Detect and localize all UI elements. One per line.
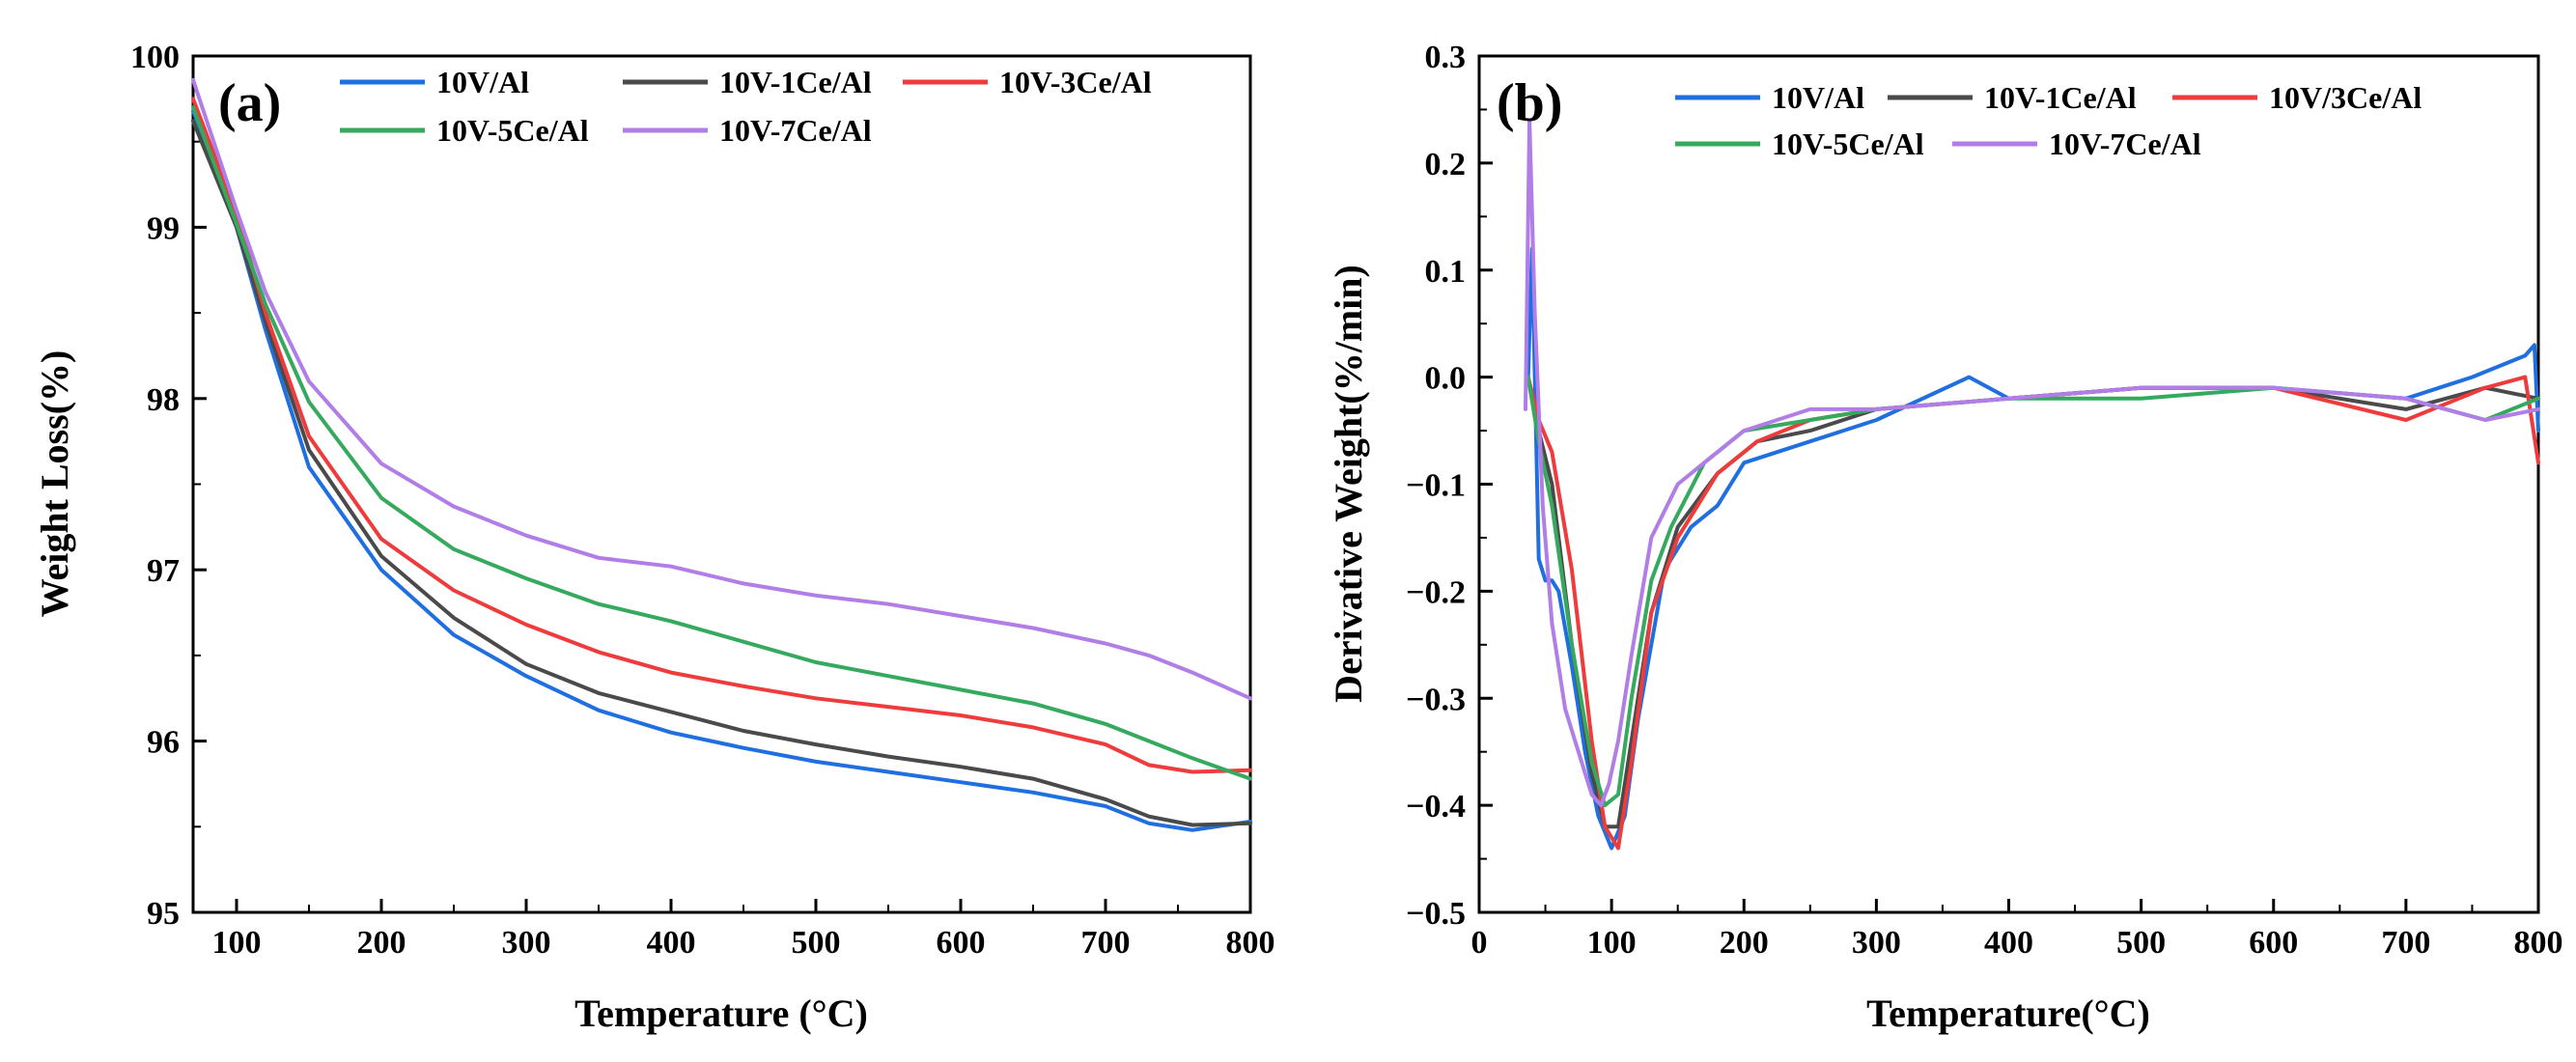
- panel-b-y-tick-label: 0.2: [1425, 147, 1467, 182]
- panel-a-legend-label-10v-3ce-al: 10V-3Ce/Al: [999, 65, 1152, 99]
- panel-b-y-tick-label: −0.5: [1406, 896, 1466, 932]
- panel-a-legend-label-10v-5ce-al: 10V-5Ce/Al: [436, 113, 589, 148]
- panel-a-series-line-10v-5ce-al: [191, 105, 1252, 781]
- panel-b-x-tick-label: 500: [2116, 925, 2166, 961]
- panel-b-series-line-10v-1ce-al: [1526, 375, 2540, 829]
- panel-a-x-tick-label: 700: [1081, 925, 1131, 961]
- panel-b-x-tick-label: 800: [2514, 925, 2563, 961]
- panel-b-y-tick-label: 0.0: [1425, 361, 1467, 397]
- panel-b-legend-label-10v-7ce-al: 10V-7Ce/Al: [2049, 126, 2201, 161]
- panel-a-label: (a): [218, 73, 281, 133]
- panel-b-legend: 10V/Al 10V-1Ce/Al 10V/3Ce/Al 10V-5Ce/Al 10V-…: [1675, 80, 2422, 161]
- panel-b-x-tick-label: 400: [1984, 925, 2033, 961]
- panel-b-x-tick-label: 700: [2381, 925, 2430, 961]
- panel-a-y-tick-label: 100: [130, 40, 180, 75]
- panel-b-y-axis-title: Derivative Weight(%/min): [1327, 265, 1370, 703]
- panel-b-y-tick-label: 0.3: [1425, 40, 1467, 75]
- panel-a-x-tick-label: 500: [792, 925, 841, 961]
- panel-b-series-line-10v-al: [1526, 246, 2540, 851]
- panel-b-series-line-10v-7ce-al: [1524, 118, 2540, 808]
- panel-a-y-axis-title: Weight Loss(%): [33, 350, 76, 618]
- panel-b-x-tick-label: 100: [1587, 925, 1637, 961]
- panel-b-series-line-10v-3ce-al: [1526, 375, 2540, 851]
- panel-b-plot-frame: [1477, 54, 2540, 914]
- panel-b-y-tick-label: 0.1: [1425, 254, 1467, 290]
- panel-a-plot-frame: [191, 54, 1252, 914]
- panel-a-y-tick-label: 98: [147, 382, 180, 418]
- panel-a-weight-loss-chart: 100 200 300 400 500 600 700 800 95 96 97 98 99 100 (a…: [33, 40, 1275, 1035]
- panel-b-y-tick-label: −0.4: [1406, 789, 1466, 824]
- panel-b-x-tick-label: 200: [1720, 925, 1769, 961]
- panel-b-series: [1524, 118, 2540, 851]
- panel-a-series-line-10v-7ce-al: [191, 77, 1252, 701]
- panel-b-x-tick-label: 600: [2249, 925, 2298, 961]
- panel-b-legend-label-10v-1ce-al: 10V-1Ce/Al: [1984, 80, 2137, 115]
- panel-a-x-tick-label: 400: [647, 925, 696, 961]
- panel-a-x-tick-label: 800: [1226, 925, 1275, 961]
- panel-b-y-tick-label: −0.1: [1406, 468, 1466, 504]
- panel-b-legend-label-10v-3ce-al: 10V/3Ce/Al: [2269, 80, 2422, 115]
- panel-a-series-line-10v-al: [191, 108, 1252, 832]
- panel-a-legend-label-10v-7ce-al: 10V-7Ce/Al: [719, 113, 872, 148]
- panel-a-y-tick-label: 96: [147, 725, 180, 761]
- panel-a-legend-label-10v-1ce-al: 10V-1Ce/Al: [719, 65, 872, 99]
- panel-b-legend-label-10v-al: 10V/Al: [1772, 80, 1864, 115]
- panel-a-legend-label-10v-al: 10V/Al: [436, 65, 529, 99]
- panel-b-series-line-10v-5ce-al: [1526, 375, 2540, 808]
- panel-a-x-tick-label: 600: [937, 925, 986, 961]
- panel-a-ticks: 100 200 300 400 500 600 700 800 95 96 97 98 99 100: [130, 40, 1275, 961]
- panel-a-y-tick-label: 97: [147, 553, 180, 589]
- panel-b-y-tick-label: −0.3: [1406, 682, 1466, 717]
- panel-b-ticks: 0 100 200 300 400 500 600 700 800 −0.5 −0.4 −0.3 −0.…: [1406, 40, 2562, 961]
- panel-a-y-tick-label: 95: [147, 896, 180, 932]
- panel-a-x-axis-title: Temperature (°C): [574, 992, 868, 1035]
- panel-a-legend: 10V/Al 10V-1Ce/Al 10V-3Ce/Al 10V-5Ce/Al 10V-…: [340, 65, 1152, 148]
- panel-b-label: (b): [1497, 73, 1562, 133]
- panel-b-derivative-weight-chart: 0 100 200 300 400 500 600 700 800 −0.5 −0.4 −0.3 −0.…: [1327, 40, 2563, 1035]
- panel-a-x-tick-label: 100: [212, 925, 262, 961]
- panel-a-x-tick-label: 200: [357, 925, 406, 961]
- panel-a-series: [191, 77, 1252, 832]
- panel-b-x-tick-label: 0: [1471, 925, 1488, 961]
- panel-b-x-axis-title: Temperature(°C): [1866, 992, 2150, 1035]
- panel-b-x-tick-label: 300: [1852, 925, 1901, 961]
- panel-b-y-tick-label: −0.2: [1406, 574, 1466, 610]
- panel-b-legend-label-10v-5ce-al: 10V-5Ce/Al: [1772, 126, 1924, 161]
- panel-a-series-line-10v-1ce-al: [191, 119, 1252, 827]
- panel-a-x-tick-label: 300: [502, 925, 551, 961]
- panel-a-series-line-10v-3ce-al: [191, 97, 1252, 774]
- panel-a-y-tick-label: 99: [147, 210, 180, 246]
